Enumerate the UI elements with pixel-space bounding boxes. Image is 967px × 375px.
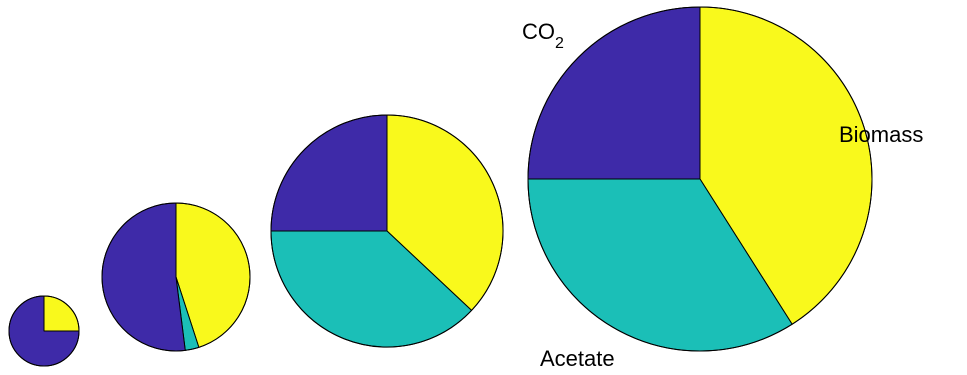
pie-1-outline [8, 295, 80, 367]
co2-label-subscript: 2 [555, 35, 564, 52]
pie-3-slice-co2 [270, 114, 388, 232]
co2-label: CO2 [522, 19, 564, 52]
acetate-label: Acetate [540, 346, 615, 371]
co2-label-main: CO [522, 19, 555, 44]
pie-group [8, 6, 873, 367]
biomass-label: Biomass [839, 122, 923, 147]
pie-3-outline [270, 114, 504, 348]
pie-2-outline [101, 202, 251, 352]
pie-2-slice-co2 [101, 202, 186, 352]
pie-4-outline [527, 6, 873, 352]
